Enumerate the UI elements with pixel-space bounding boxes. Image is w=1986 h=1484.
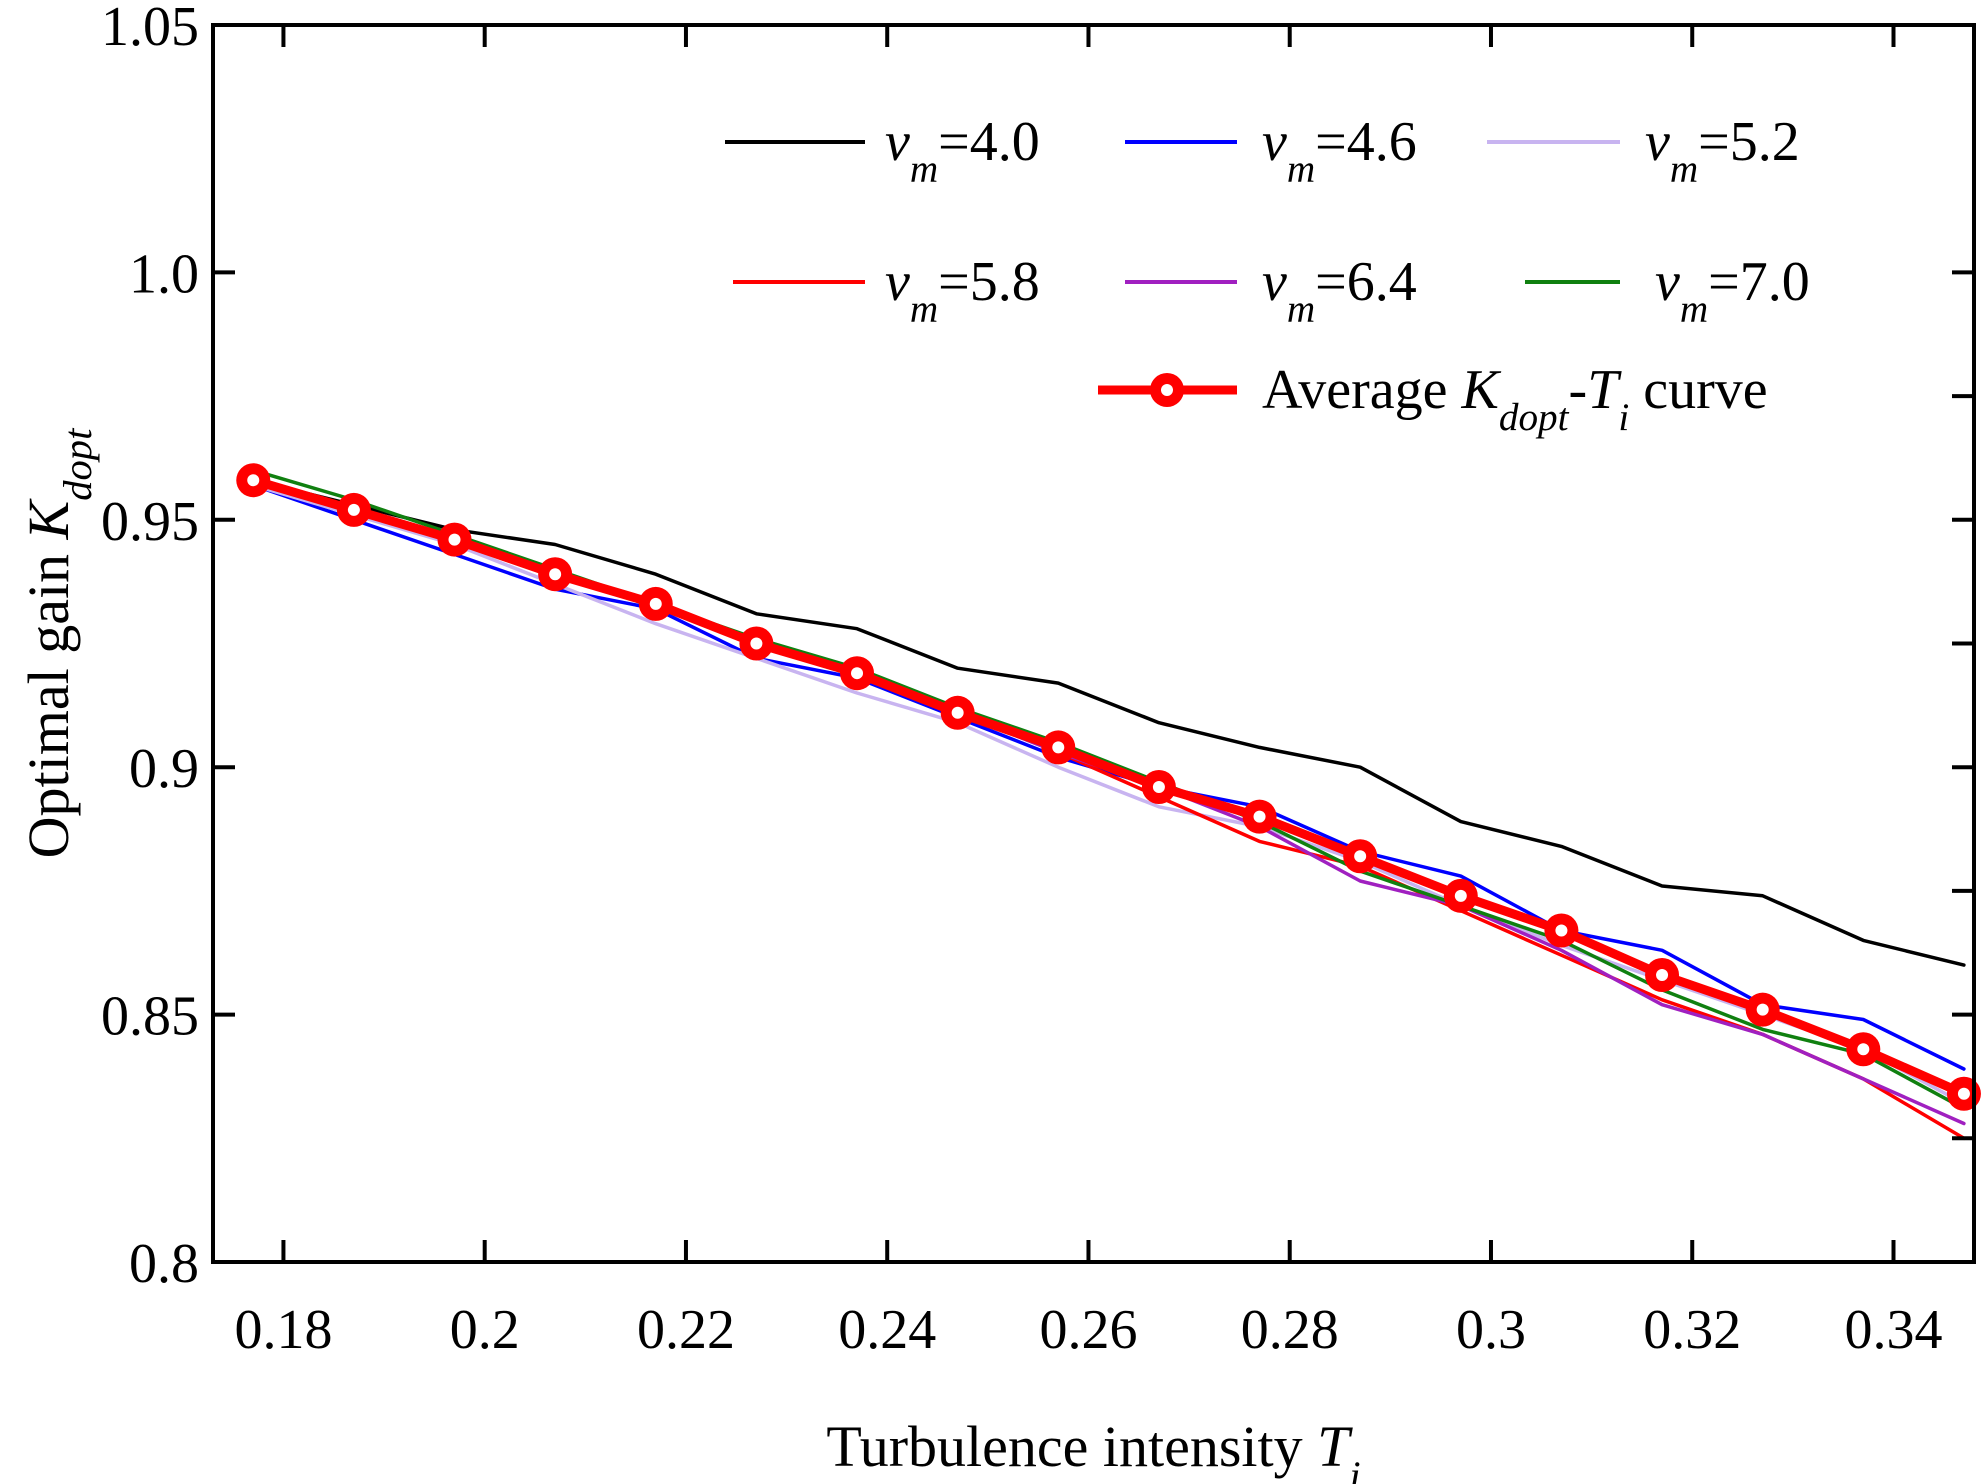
series-line-2	[251, 483, 1966, 1106]
y-tick-label: 0.8	[129, 1233, 199, 1295]
legend-label-2: vm=5.2	[1645, 111, 1800, 191]
legend: vm=4.0 vm=4.6 vm=5.2 vm=5.8 vm=6.4 vm=7.0 Aver…	[725, 111, 1810, 439]
average-marker-inner	[750, 637, 763, 650]
x-tick-label: 0.26	[1039, 1299, 1137, 1361]
average-marker-inner	[1756, 1003, 1769, 1016]
series-line-6	[248, 475, 1969, 1099]
legend-label-6: Average Kdopt-Ti curve	[1262, 359, 1768, 439]
y-tick-label: 1.05	[101, 0, 199, 58]
x-tick-label: 0.32	[1643, 1299, 1741, 1361]
y-tick-label: 0.9	[129, 738, 199, 800]
plot-frame	[211, 23, 1976, 1264]
x-tick-label: 0.28	[1241, 1299, 1339, 1361]
labels-layer: 0.18 0.2 0.22 0.24 0.26 0.28 0.3 0.32 0.34 0.8 0.8…	[16, 0, 1942, 1484]
legend-marker-inner	[1161, 384, 1173, 396]
average-marker-inner	[649, 597, 662, 610]
y-tick-label: 0.85	[101, 986, 199, 1048]
average-marker-inner	[1052, 741, 1065, 754]
average-marker-inner	[951, 706, 964, 719]
y-tick-label: 1.0	[129, 243, 199, 305]
average-marker-inner	[1957, 1087, 1970, 1100]
series-line-5	[251, 468, 1966, 1111]
x-axis-title: Turbulence intensity Ti	[826, 1414, 1360, 1484]
average-marker-inner	[1857, 1043, 1870, 1056]
x-tick-label: 0.24	[838, 1299, 936, 1361]
average-marker-inner	[1253, 810, 1266, 823]
series-line-1	[251, 483, 1966, 1071]
average-marker-inner	[1656, 969, 1669, 982]
series-line-0	[251, 478, 1966, 967]
legend-label-5: vm=7.0	[1655, 251, 1810, 331]
average-marker-inner	[347, 503, 360, 516]
average-marker-inner	[448, 533, 461, 546]
x-tick-label: 0.3	[1456, 1299, 1526, 1361]
legend-label-0: vm=4.0	[885, 111, 1040, 191]
x-tick-label: 0.2	[450, 1299, 520, 1361]
y-axis-title: Optimal gain Kdopt	[16, 427, 100, 859]
y-tick-label: 0.95	[101, 491, 199, 553]
average-marker-inner	[1454, 889, 1467, 902]
legend-label-4: vm=6.4	[1262, 251, 1417, 331]
legend-label-1: vm=4.6	[1262, 111, 1417, 191]
x-tick-label: 0.18	[234, 1299, 332, 1361]
series-line-3	[251, 478, 1966, 1141]
x-tick-label: 0.34	[1844, 1299, 1942, 1361]
x-tick-label: 0.22	[637, 1299, 735, 1361]
ticks-layer	[213, 23, 1974, 1264]
series-line-4	[251, 478, 1966, 1126]
average-marker-inner	[851, 667, 864, 680]
average-marker-inner	[1354, 850, 1367, 863]
series-layer	[236, 463, 1981, 1141]
average-marker-inner	[1152, 780, 1165, 793]
legend-label-3: vm=5.8	[885, 251, 1040, 331]
average-marker-inner	[1555, 924, 1568, 937]
average-marker-inner	[247, 474, 260, 487]
average-marker-inner	[549, 568, 562, 581]
